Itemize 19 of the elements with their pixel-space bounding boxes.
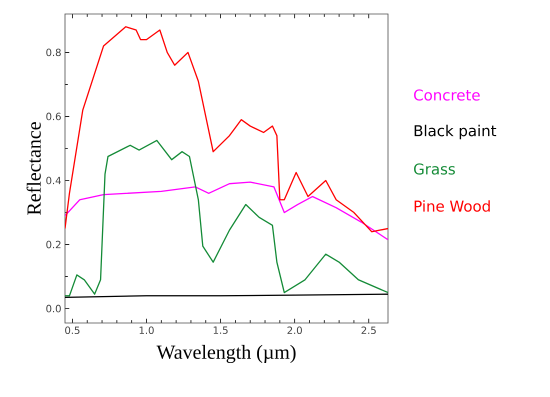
text: Black paint [414, 124, 496, 140]
text: Grass [414, 163, 455, 175]
y-tick-label: 0.8 [46, 48, 61, 56]
text: Pine Wood [414, 200, 490, 212]
line-series [65, 26, 388, 232]
x-axis-title: Wavelength (µm) [156, 344, 296, 364]
line-series [65, 181, 388, 240]
x-tick-label: 0.5 [65, 326, 80, 334]
text: Concrete [414, 89, 480, 101]
x-tick-label: 1.0 [140, 326, 154, 334]
line-series [65, 140, 388, 296]
y-tick-label: 0.0 [46, 304, 61, 312]
x-tick-label: 1.5 [214, 326, 228, 334]
y-tick-label: 0.4 [46, 176, 61, 184]
y-tick-label: 0.6 [46, 112, 61, 120]
x-tick-label: 2.0 [287, 326, 302, 334]
x-tick-label: 2.5 [362, 326, 376, 334]
y-tick-label: 0.2 [46, 240, 60, 248]
y-axis-title: Reflectance [26, 122, 41, 215]
